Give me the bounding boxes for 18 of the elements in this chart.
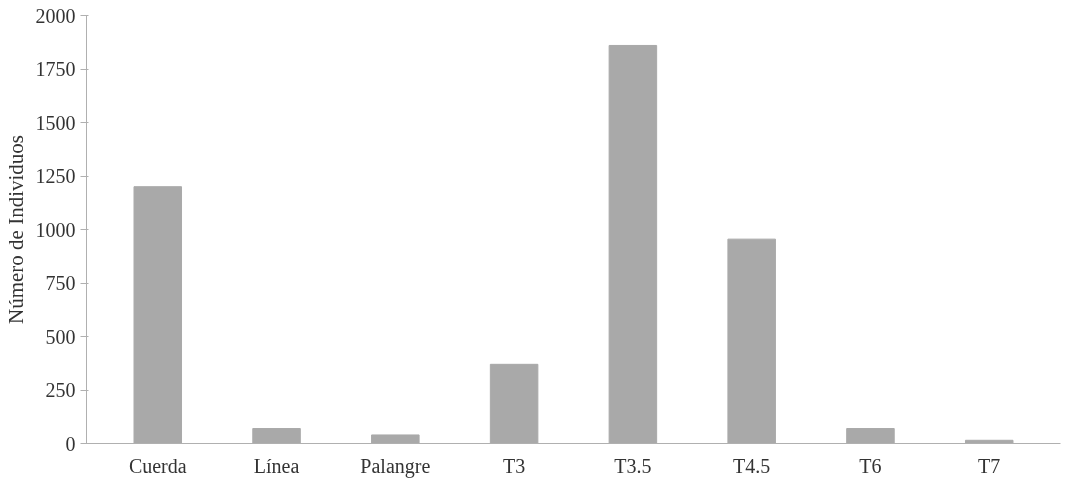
x-tick-label: T3.5 [614,454,652,477]
y-tick-label: 1000 [35,218,76,241]
x-tick-label: Palangre [360,454,431,478]
x-tick-label: T4.5 [733,454,771,477]
x-tick-label: Cuerda [128,454,187,477]
y-tick-label: 1750 [35,58,76,80]
y-tick-label: 1250 [35,165,76,187]
y-tick-label: 750 [45,272,76,294]
y-axis-title: Número de Individuos [3,135,28,324]
y-tick-label: 0 [65,432,76,455]
y-tick-label: 2000 [35,4,76,27]
y-tick-label: 250 [45,379,76,401]
x-tick-label: Línea [253,454,300,477]
x-tick-label: T3 [503,454,526,477]
y-tick-label: 500 [45,325,76,348]
y-tick-label: 1500 [35,111,76,134]
x-tick-label: T6 [859,454,882,477]
x-tick-label: T7 [978,454,1001,477]
